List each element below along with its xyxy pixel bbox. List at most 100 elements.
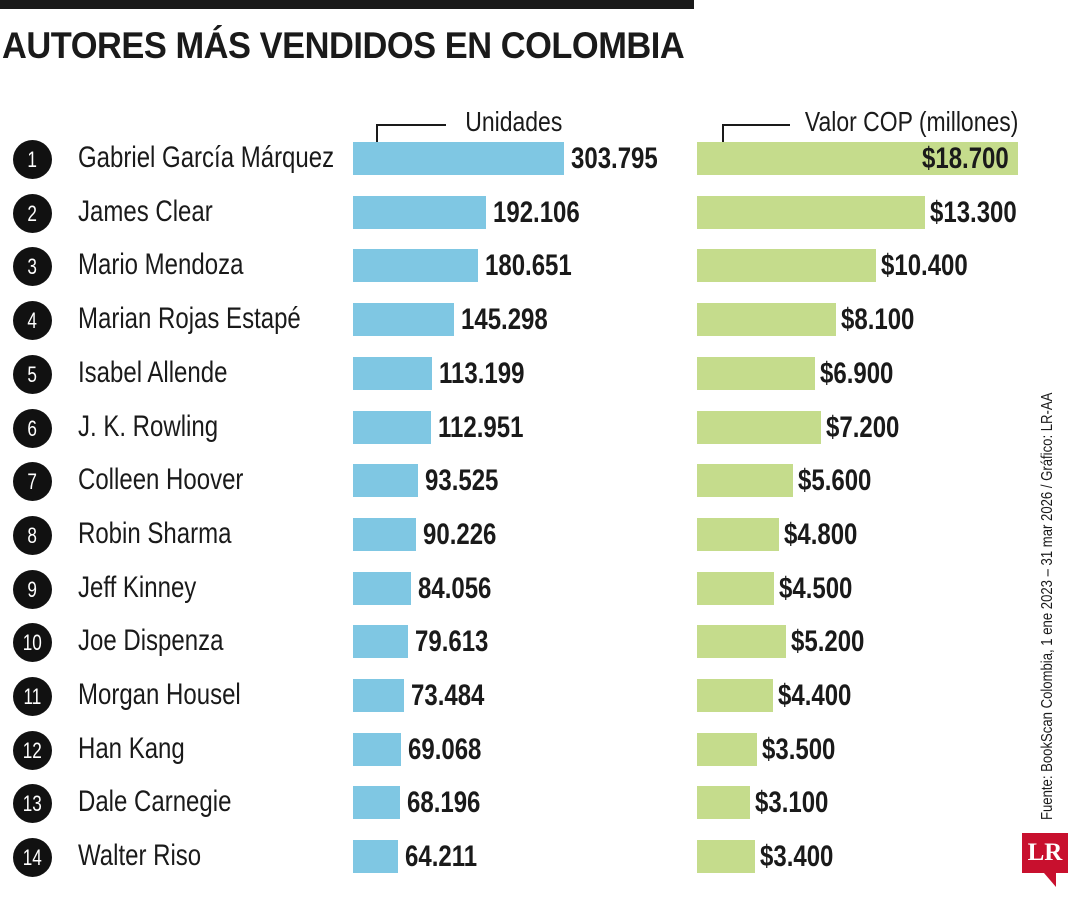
- lr-logo-tail: [1044, 873, 1056, 887]
- table-row: 10 Joe Dispenza 79.613 $5.200: [0, 614, 1040, 668]
- value-bar: [697, 840, 755, 874]
- lr-logo: LR: [1022, 833, 1068, 873]
- units-value-label: 64.211: [405, 840, 478, 874]
- value-amount-label: $4.800: [784, 517, 858, 551]
- table-row: 4 Marian Rojas Estapé 145.298 $8.100: [0, 292, 1040, 346]
- value-amount-label: $8.100: [841, 303, 915, 337]
- units-value-label: 93.525: [425, 464, 499, 498]
- units-bar: [353, 517, 416, 551]
- rank-number: 9: [27, 576, 38, 602]
- units-bar: [353, 679, 404, 712]
- units-bar: [353, 195, 486, 229]
- rank-badge: 1: [13, 140, 52, 179]
- chart-title: AUTORES MÁS VENDIDOS EN COLOMBIA: [2, 25, 685, 66]
- value-amount-label: $4.400: [778, 679, 852, 712]
- table-row: 13 Dale Carnegie 68.196 $3.100: [0, 775, 1040, 829]
- units-bar: [353, 249, 478, 283]
- table-row: 7 Colleen Hoover 93.525 $5.600: [0, 453, 1040, 507]
- rank-number: 4: [27, 308, 38, 334]
- rank-badge: 12: [13, 730, 52, 770]
- table-row: 9 Jeff Kinney 84.056 $4.500: [0, 561, 1040, 615]
- units-value-label: 79.613: [415, 625, 489, 659]
- units-value-label: 113.199: [439, 356, 525, 390]
- author-name: Walter Riso: [78, 839, 202, 873]
- rank-number: 7: [27, 469, 38, 495]
- units-bar: [353, 786, 400, 820]
- value-amount-label: $5.600: [798, 464, 872, 498]
- rank-number: 11: [23, 684, 42, 709]
- value-leader-horizontal: [722, 124, 790, 126]
- rank-number: 2: [27, 200, 38, 226]
- rank-number: 13: [22, 791, 43, 817]
- rank-number: 14: [22, 845, 43, 871]
- units-bar: [353, 356, 432, 390]
- author-name: Dale Carnegie: [78, 785, 232, 819]
- units-bar: [353, 303, 454, 337]
- table-row: 5 Isabel Allende 113.199 $6.900: [0, 346, 1040, 400]
- units-value-label: 68.196: [407, 786, 481, 820]
- rank-badge: 14: [13, 838, 52, 878]
- value-amount-label: $7.200: [826, 410, 900, 444]
- value-bar: [697, 786, 750, 820]
- top-rule: [0, 0, 694, 9]
- value-leader-vertical: [722, 124, 724, 154]
- units-value-label: 192.106: [493, 195, 580, 229]
- value-bar: [697, 249, 876, 283]
- table-row: 3 Mario Mendoza 180.651 $10.400: [0, 238, 1040, 292]
- value-amount-label: $18.700: [922, 142, 1009, 175]
- value-bar: [697, 571, 774, 605]
- source-text: Fuente: BookScan Colombia, 1 ene 2023 – …: [1039, 392, 1056, 820]
- rank-number: 12: [22, 737, 43, 763]
- rank-badge: 6: [13, 408, 52, 448]
- rank-badge: 13: [13, 784, 52, 824]
- rank-number: 3: [27, 254, 38, 280]
- units-column-label: Unidades: [464, 106, 562, 137]
- rank-number: 8: [27, 522, 38, 548]
- units-leader-horizontal: [376, 124, 446, 126]
- author-name: Han Kang: [78, 731, 185, 765]
- units-bar: [353, 840, 398, 874]
- table-row: 1 Gabriel García Márquez 303.795 $18.700: [0, 131, 1040, 185]
- rank-badge: 4: [13, 301, 52, 341]
- author-name: James Clear: [78, 194, 213, 228]
- value-bar: [697, 303, 836, 337]
- value-bar: [697, 625, 786, 659]
- author-name: Jeff Kinney: [78, 570, 197, 604]
- units-value-label: 112.951: [438, 410, 524, 444]
- value-amount-label: $6.900: [820, 356, 894, 390]
- table-row: 6 J. K. Rowling 112.951 $7.200: [0, 400, 1040, 454]
- table-row: 8 Robin Sharma 90.226 $4.800: [0, 507, 1040, 561]
- value-amount-label: $3.100: [755, 786, 829, 820]
- rank-badge: 10: [13, 623, 52, 663]
- value-bar: [697, 142, 1018, 175]
- table-row: 12 Han Kang 69.068 $3.500: [0, 722, 1040, 776]
- value-amount-label: $3.500: [762, 732, 836, 766]
- value-amount-label: $13.300: [930, 195, 1017, 229]
- author-name: Joe Dispenza: [78, 624, 224, 658]
- value-amount-label: $10.400: [881, 249, 968, 283]
- rank-number: 5: [27, 361, 38, 387]
- units-value-label: 303.795: [571, 142, 658, 175]
- units-value-label: 180.651: [485, 249, 572, 283]
- rank-badge: 11: [13, 677, 52, 716]
- units-bar: [353, 571, 411, 605]
- author-name: Morgan Housel: [78, 678, 241, 711]
- units-bar: [353, 410, 431, 444]
- value-bar: [697, 679, 773, 712]
- value-amount-label: $5.200: [791, 625, 865, 659]
- table-row: 11 Morgan Housel 73.484 $4.400: [0, 668, 1040, 722]
- units-value-label: 145.298: [461, 303, 548, 337]
- rank-badge: 5: [13, 354, 52, 394]
- value-bar: [697, 464, 793, 498]
- author-name: Marian Rojas Estapé: [78, 302, 301, 336]
- author-name: Mario Mendoza: [78, 248, 244, 282]
- value-bar: [697, 732, 757, 766]
- table-row: 2 James Clear 192.106 $13.300: [0, 185, 1040, 239]
- author-name: Gabriel García Márquez: [78, 141, 335, 174]
- value-bar: [697, 517, 779, 551]
- value-bar: [697, 356, 815, 390]
- author-name: Colleen Hoover: [78, 463, 244, 497]
- rank-number: 1: [27, 147, 38, 172]
- rank-badge: 2: [13, 193, 52, 233]
- units-value-label: 73.484: [411, 679, 485, 712]
